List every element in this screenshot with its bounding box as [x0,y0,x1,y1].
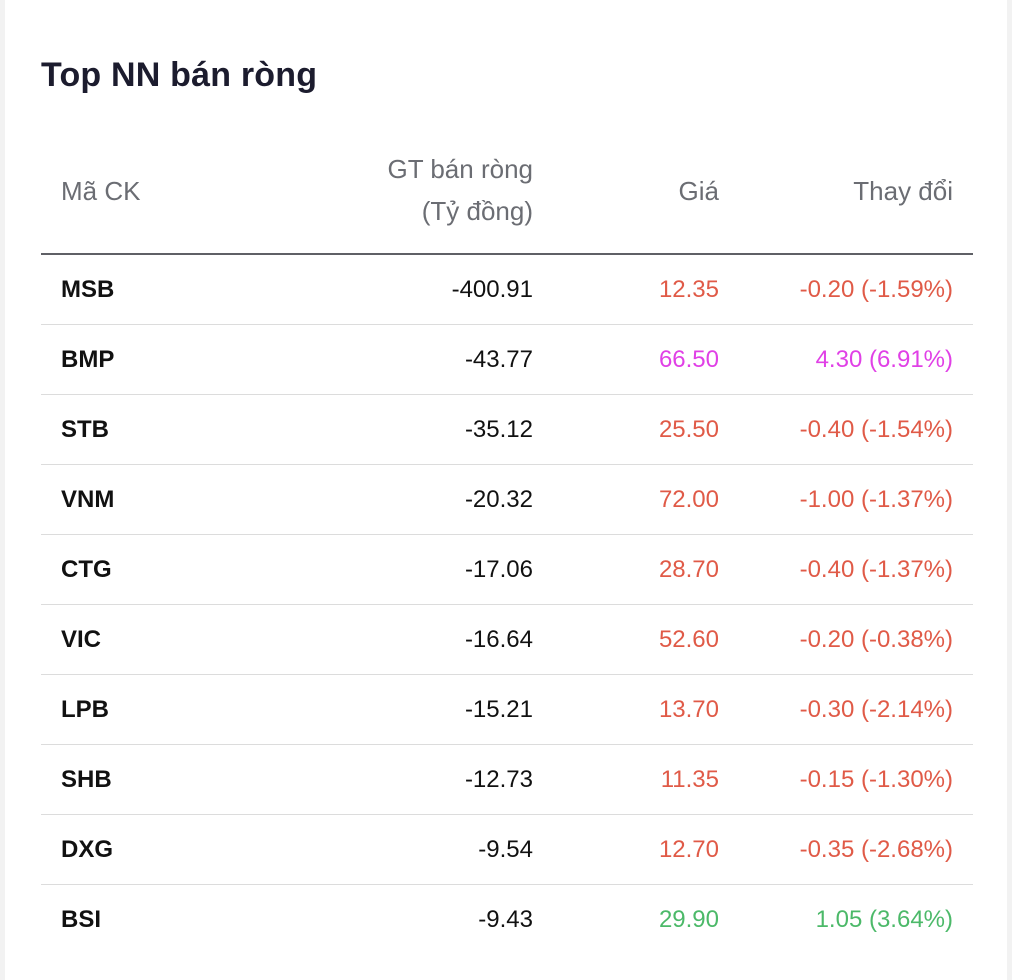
stock-price: 13.70 [658,696,719,723]
stock-code[interactable]: DXG [61,836,114,863]
stock-code[interactable]: LPB [61,696,109,723]
stock-code[interactable]: MSB [61,276,115,303]
header-value: GT bán ròng (Tỷ đồng) [273,148,533,232]
card-title: Top NN bán ròng [41,56,318,94]
table-row[interactable]: BMP -43.77 66.50 4.30 (6.91%) [41,325,973,395]
table-row[interactable]: LPB -15.21 13.70 -0.30 (-2.14%) [41,675,973,745]
table-row[interactable]: CTG -17.06 28.70 -0.40 (-1.37%) [41,535,973,605]
table-header: Mã CK GT bán ròng (Tỷ đồng) Giá Thay đổi [41,136,973,255]
net-sell-value: -12.73 [464,766,533,793]
net-sell-card: Top NN bán ròng Mã CK GT bán ròng (Tỷ đồ… [5,0,1007,980]
net-sell-value: -43.77 [464,346,533,373]
net-sell-value: -20.32 [464,486,533,513]
net-sell-value: -16.64 [464,626,533,653]
price-change: -0.20 (-0.38%) [799,626,953,653]
net-sell-value: -35.12 [464,416,533,443]
net-sell-value: -9.43 [478,906,533,933]
header-price: Giá [678,176,719,206]
table-row[interactable]: VIC -16.64 52.60 -0.20 (-0.38%) [41,605,973,675]
header-code: Mã CK [61,176,141,206]
price-change: -0.35 (-2.68%) [799,836,953,863]
stock-price: 72.00 [658,486,719,513]
price-change: -0.40 (-1.54%) [799,416,953,443]
stock-price: 28.70 [658,556,719,583]
price-change: -0.40 (-1.37%) [799,556,953,583]
stock-code[interactable]: SHB [61,766,112,793]
stock-price: 11.35 [660,766,719,793]
table-row[interactable]: MSB -400.91 12.35 -0.20 (-1.59%) [41,255,973,325]
price-change: 1.05 (3.64%) [815,906,953,933]
table-row[interactable]: STB -35.12 25.50 -0.40 (-1.54%) [41,395,973,465]
net-sell-table: Mã CK GT bán ròng (Tỷ đồng) Giá Thay đổi… [41,136,973,954]
table-row[interactable]: SHB -12.73 11.35 -0.15 (-1.30%) [41,745,973,815]
stock-code[interactable]: VIC [61,626,102,653]
price-change: -0.20 (-1.59%) [799,276,953,303]
stock-code[interactable]: STB [61,416,109,443]
price-change: -0.30 (-2.14%) [799,696,953,723]
stock-code[interactable]: BMP [61,346,115,373]
table-row[interactable]: VNM -20.32 72.00 -1.00 (-1.37%) [41,465,973,535]
stock-price: 12.70 [658,836,719,863]
stock-price: 29.90 [658,906,719,933]
header-change: Thay đổi [853,176,953,206]
stock-code[interactable]: BSI [61,906,102,933]
stock-price: 66.50 [658,346,719,373]
header-value-line2: (Tỷ đồng) [421,196,533,226]
table-row[interactable]: BSI -9.43 29.90 1.05 (3.64%) [41,885,973,954]
stock-price: 25.50 [658,416,719,443]
net-sell-value: -17.06 [464,556,533,583]
header-value-line1: GT bán ròng [387,154,533,184]
table-row[interactable]: DXG -9.54 12.70 -0.35 (-2.68%) [41,815,973,885]
stock-price: 52.60 [658,626,719,653]
net-sell-value: -15.21 [464,696,533,723]
price-change: -1.00 (-1.37%) [799,486,953,513]
price-change: -0.15 (-1.30%) [799,766,953,793]
stock-code[interactable]: VNM [61,486,115,513]
stock-price: 12.35 [658,276,719,303]
stock-code[interactable]: CTG [61,556,112,583]
net-sell-value: -9.54 [478,836,533,863]
price-change: 4.30 (6.91%) [815,346,953,373]
net-sell-value: -400.91 [451,276,533,303]
